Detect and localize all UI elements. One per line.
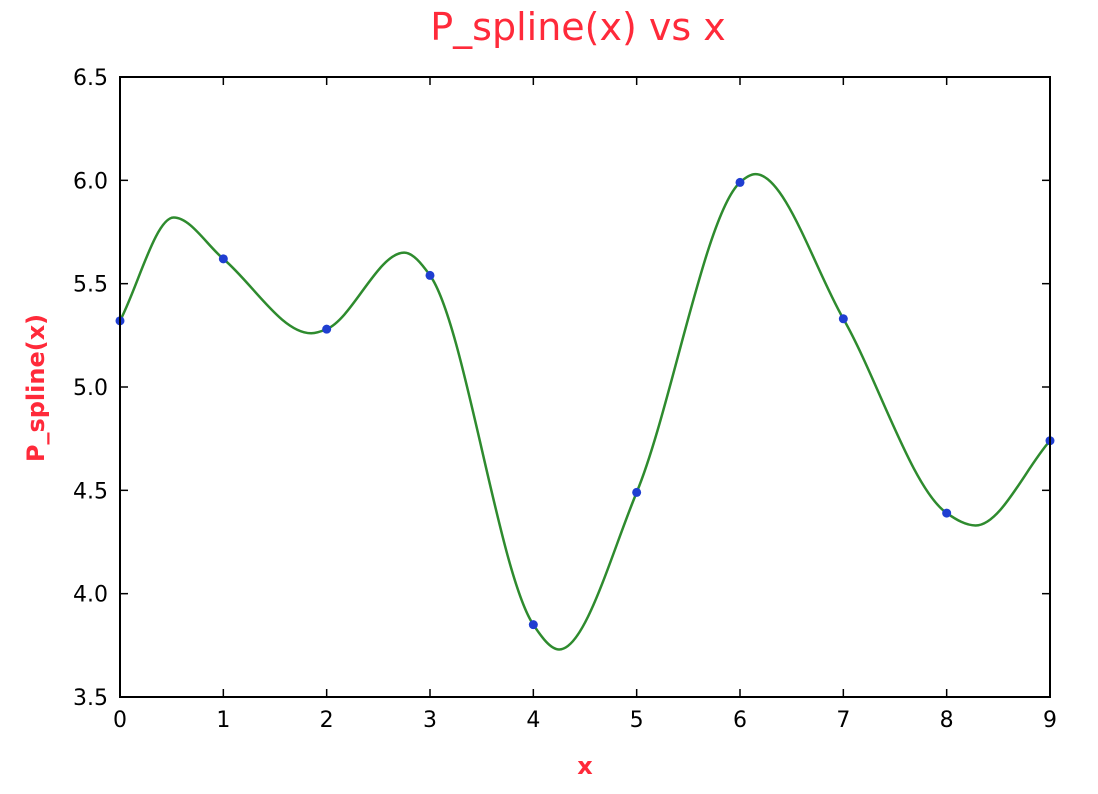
data-point <box>838 314 848 324</box>
x-axis-label: x <box>577 752 593 780</box>
y-tick-label: 5.5 <box>73 273 108 298</box>
spline-curve <box>118 172 1051 651</box>
y-tick-label: 4.0 <box>73 583 108 608</box>
y-tick-label: 3.5 <box>73 686 108 711</box>
plot-area: 0 1 2 3 4 5 6 7 8 9 3.5 4.0 4.5 5.0 5.5 6.0 6.5 <box>73 66 1057 733</box>
x-tick-label: 8 <box>940 708 954 733</box>
x-tick-label: 7 <box>836 708 850 733</box>
y-tick-label: 6.0 <box>73 169 108 194</box>
x-tick-label: 2 <box>320 708 334 733</box>
x-tick-label: 9 <box>1043 708 1057 733</box>
data-point <box>528 620 538 630</box>
y-axis-label: P_spline(x) <box>22 314 50 462</box>
x-tick-label: 0 <box>113 708 127 733</box>
x-tick-label: 5 <box>630 708 644 733</box>
chart-title: P_spline(x) vs x <box>430 5 725 49</box>
x-tick-label: 6 <box>733 708 747 733</box>
data-point <box>632 487 642 497</box>
x-tick-label: 1 <box>216 708 230 733</box>
x-tick-label: 3 <box>423 708 437 733</box>
y-tick-label: 6.5 <box>73 66 108 91</box>
plot-frame <box>119 76 1051 698</box>
y-tick-label: 4.5 <box>73 479 108 504</box>
data-point <box>322 324 332 334</box>
data-point <box>425 270 435 280</box>
x-tick-label: 4 <box>526 708 540 733</box>
data-point <box>942 508 952 518</box>
data-point <box>218 254 228 264</box>
y-tick-label: 5.0 <box>73 376 108 401</box>
data-point <box>735 177 745 187</box>
